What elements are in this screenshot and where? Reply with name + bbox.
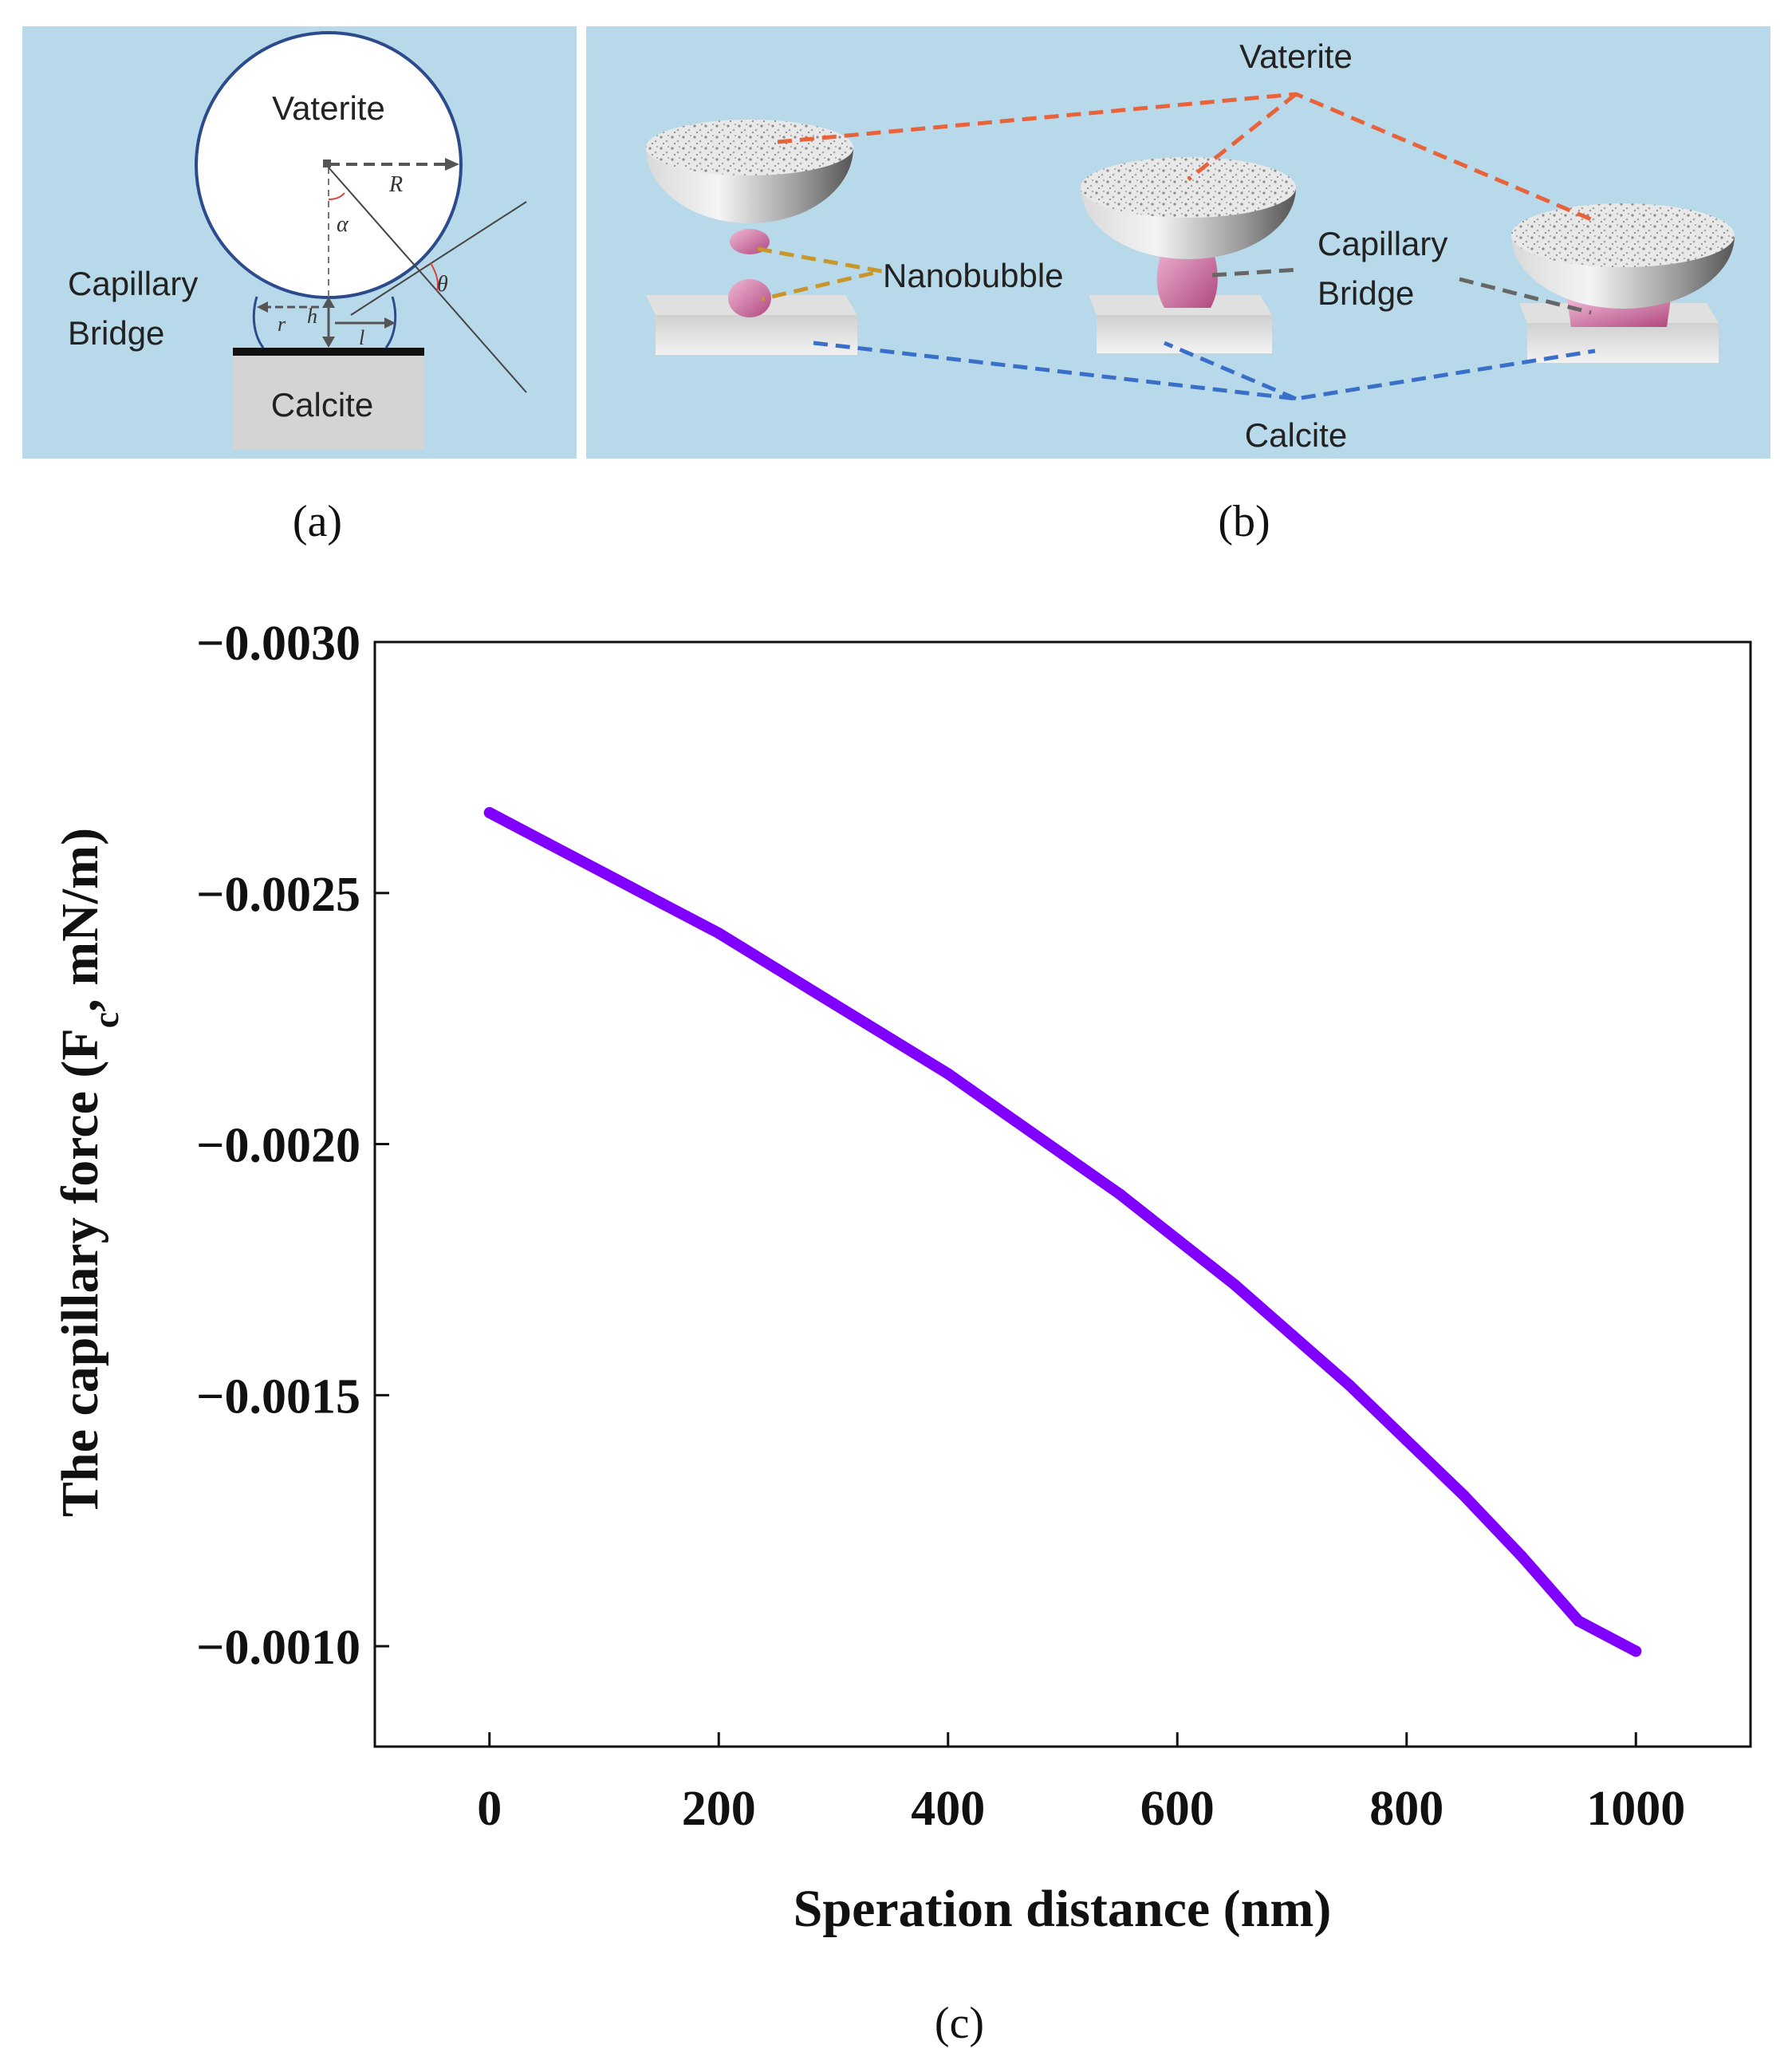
data-point [942,1068,954,1080]
calcite-surface [233,348,424,356]
calcite-block [233,353,424,449]
slab-2-side [1097,315,1272,353]
bridge-right-meniscus [384,296,397,349]
bridge-leader-2 [1211,267,1301,278]
stage-3 [1511,203,1735,363]
y-axis-label-tail: , mN/m) [51,828,109,1012]
label-theta: θ [437,272,448,297]
nanobubble-leader [757,246,882,301]
label-R: R [388,172,403,197]
r-arrowhead [257,301,268,313]
y-tick-label: −0.0025 [196,868,360,922]
slab-3-side [1527,323,1719,363]
bridge-left-meniscus [252,296,265,349]
data-point [656,897,668,909]
h-arrow-bottom [322,337,335,348]
data-point [713,928,725,939]
data-point [1458,1490,1470,1502]
alpha-arc [328,192,345,200]
theta-arc [430,262,439,292]
slab-1-side [656,315,857,355]
x-tick-label: 200 [682,1782,756,1836]
label-a-bridge: Bridge [68,314,164,352]
leader-lines [757,92,1596,401]
calcite-leader-2 [1164,341,1297,401]
data-point [1057,1148,1069,1160]
label-a-calcite: Calcite [271,386,373,423]
x-tick-label: 1000 [1586,1782,1685,1836]
label-b-nanobubble: Nanobubble [883,257,1064,294]
data-point [884,1033,896,1045]
data-point [1229,1278,1241,1290]
stage-2 [1081,157,1296,353]
vaterite-leader-2 [1187,93,1298,181]
y-tick-label: −0.0015 [196,1369,360,1424]
l-arrowhead [384,317,396,329]
x-tick-label: 800 [1369,1782,1443,1836]
stage-1 [646,120,857,355]
x-ticks [488,1732,1637,1747]
x-tick-label: 0 [477,1782,502,1836]
data-point [1515,1550,1527,1562]
data-point [828,998,839,1010]
data-point [483,807,495,819]
label-b-bridge: Bridge [1317,274,1414,312]
x-tick-label: 600 [1140,1782,1215,1836]
data-point [1286,1329,1298,1341]
radius-arrowhead [445,158,459,171]
label-a-vaterite: Vaterite [272,89,385,127]
label-b-capillary: Capillary [1317,225,1447,262]
panel-a: Vaterite Capillary Bridge Calcite R α θ … [22,26,577,459]
y-tick-label: −0.0010 [196,1621,360,1675]
data-point [1172,1234,1184,1246]
label-h: h [307,305,317,328]
data-point [1114,1188,1126,1200]
bridge-leader-3 [1459,277,1592,315]
data-point [1573,1615,1585,1627]
y-tick-label: −0.0020 [196,1119,360,1173]
vaterite-top-2 [1081,157,1296,218]
y-tick-label: −0.0030 [196,616,360,671]
data-point [541,837,553,849]
label-a-capillary: Capillary [68,265,198,302]
series-group [483,807,1642,1657]
caption-c: (c) [935,1999,984,2048]
y-ticks [375,640,389,1648]
x-tick-label: 400 [911,1782,985,1836]
vaterite-top-1 [646,120,853,175]
x-tick-labels: 0 200 400 600 800 1000 [477,1782,1685,1836]
h-arrow-top [322,297,335,308]
data-point [1343,1379,1355,1391]
vaterite-top-3 [1511,203,1735,267]
label-b-vaterite: Vaterite [1239,37,1353,75]
chart: 0 200 400 600 800 1000 −0.0030−0.0025−0.0020−… [51,616,1752,1938]
label-b-calcite: Calcite [1245,416,1347,454]
x-axis-label: Speration distance (nm) [794,1880,1332,1938]
label-l: l [359,326,364,349]
data-point [1630,1645,1642,1657]
y-axis-label-subscript: c [85,1012,126,1028]
tangent-line [350,201,527,316]
label-alpha: α [337,212,349,237]
panel-b: Vaterite Nanobubble Capillary Bridge Cal… [586,26,1770,459]
y-axis-label-main: The capillary force (F [51,1028,109,1517]
y-axis-label: The capillary force (Fc, mN/m) [51,828,126,1517]
label-r: r [278,313,286,336]
y-tick-labels: −0.0030 −0.0025 −0.0020 −0.0015 −0.0010 [196,616,360,1675]
contact-radius-line [328,167,527,393]
caption-a: (a) [293,497,342,546]
calcite-leader-1 [813,341,1596,401]
caption-b: (b) [1218,497,1270,546]
data-point [770,963,782,975]
data-point [1400,1434,1412,1446]
data-point [598,867,610,879]
data-point [999,1108,1011,1120]
sphere-center [323,160,331,167]
substrate-nanobubble-1 [728,279,771,317]
